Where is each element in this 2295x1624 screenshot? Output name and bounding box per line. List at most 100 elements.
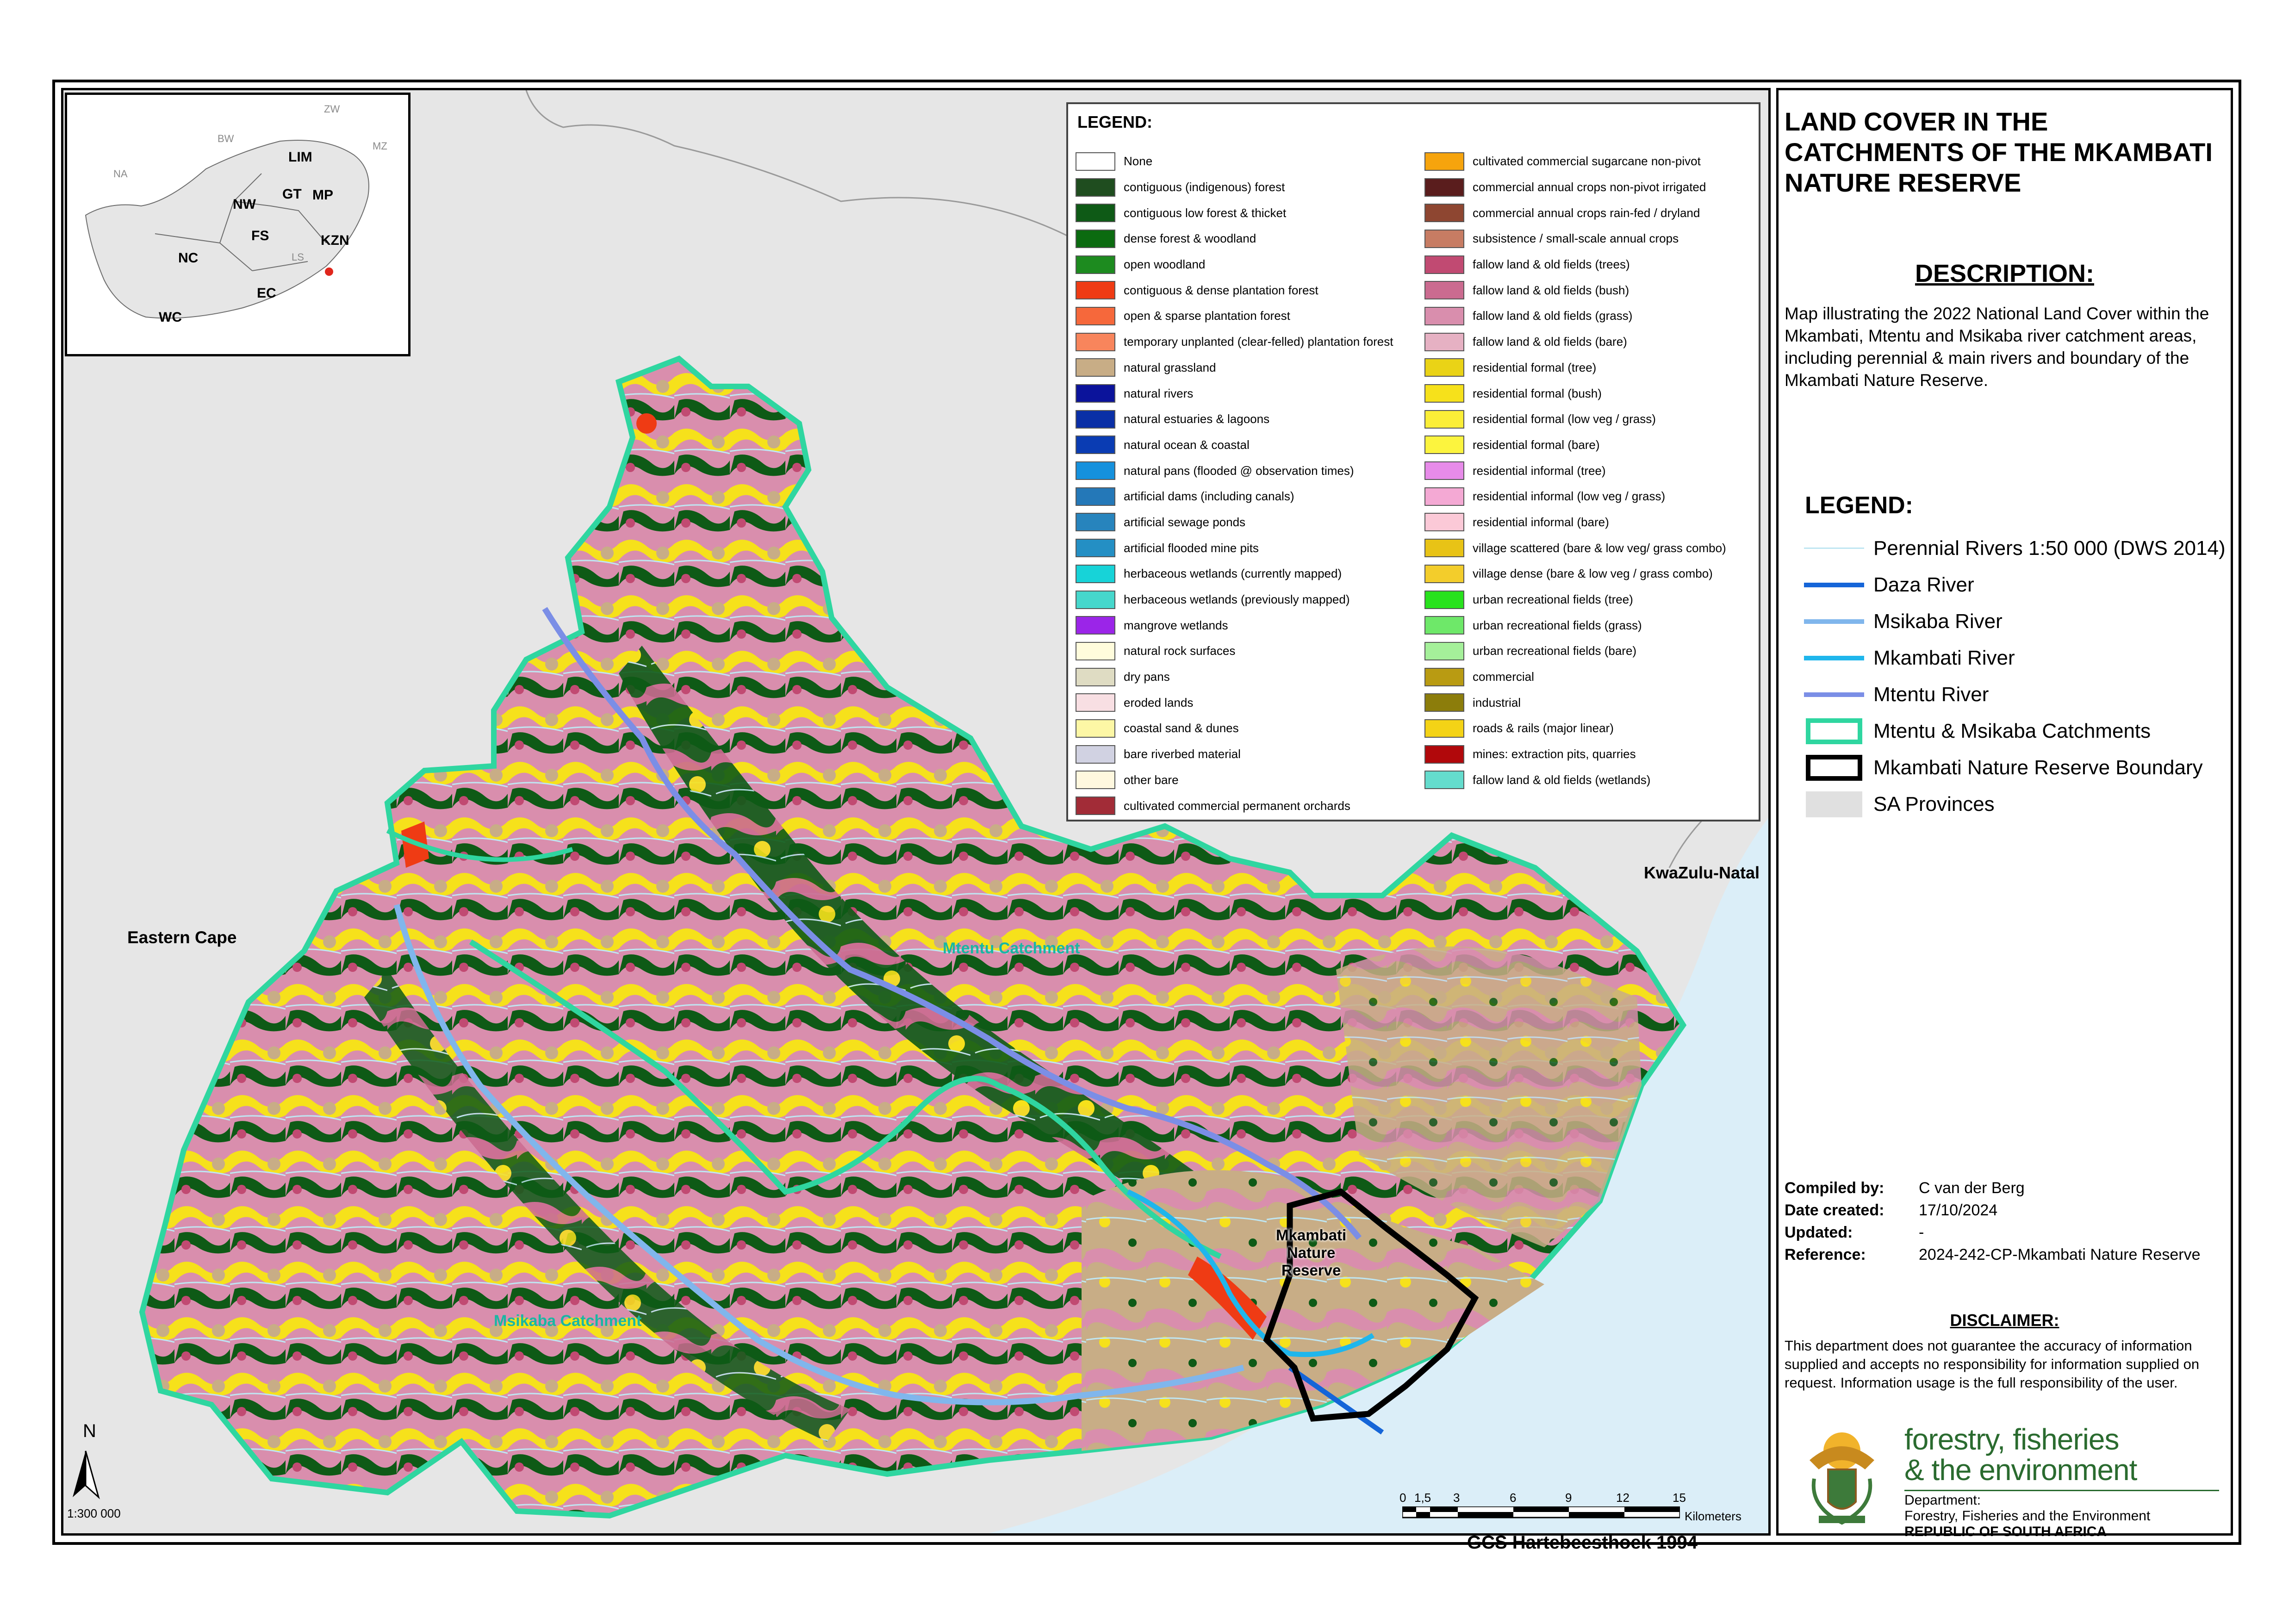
logo-dept-label: Department: bbox=[1904, 1493, 1981, 1508]
legend-swatch bbox=[1424, 436, 1464, 454]
legend-swatch bbox=[1076, 719, 1115, 738]
legend-label: residential informal (bare) bbox=[1473, 515, 1609, 529]
map-canvas bbox=[73, 90, 1768, 1533]
legend-swatch bbox=[1076, 229, 1115, 248]
feature-legend-label: Mkambati Nature Reserve Boundary bbox=[1873, 756, 2203, 779]
legend-label: roads & rails (major linear) bbox=[1473, 721, 1614, 735]
legend-label: contiguous (indigenous) forest bbox=[1124, 180, 1285, 194]
legend-entry: residential informal (bare) bbox=[1424, 510, 1726, 535]
legend-entry: herbaceous wetlands (currently mapped) bbox=[1076, 561, 1393, 587]
legend-entry: natural rivers bbox=[1076, 380, 1393, 406]
legend-label: artificial dams (including canals) bbox=[1124, 489, 1294, 504]
feature-legend-entry: Mtentu River bbox=[1804, 678, 1989, 711]
coat-of-arms-icon bbox=[1810, 1432, 1874, 1525]
legend-swatch bbox=[1076, 487, 1115, 506]
feature-legend-label: Daza River bbox=[1873, 573, 1974, 596]
ocean-area bbox=[989, 818, 1768, 1533]
legend-swatch bbox=[1424, 719, 1464, 738]
legend-entry: mines: extraction pits, quarries bbox=[1424, 741, 1726, 767]
inset-label: FS bbox=[251, 228, 269, 243]
legend-swatch bbox=[1076, 306, 1115, 325]
legend-label: natural grassland bbox=[1124, 360, 1216, 374]
legend-label: mines: extraction pits, quarries bbox=[1473, 747, 1636, 761]
feature-legend-label: Perennial Rivers 1:50 000 (DWS 2014) bbox=[1873, 537, 2226, 560]
inset-canvas bbox=[67, 95, 408, 354]
metadata-key: Reference: bbox=[1785, 1246, 1866, 1263]
legend-swatch bbox=[1076, 281, 1115, 300]
scale-ratio: 1:300 000 bbox=[67, 1506, 121, 1520]
legend-label: fallow land & old fields (bare) bbox=[1473, 335, 1627, 349]
legend-swatch bbox=[1424, 693, 1464, 712]
land-cover-legend-title: LEGEND: bbox=[1077, 112, 1152, 131]
legend-label: mangrove wetlands bbox=[1124, 618, 1228, 632]
description-text: Map illustrating the 2022 National Land … bbox=[1785, 304, 2209, 390]
scale-tick: 3 bbox=[1453, 1491, 1460, 1505]
metadata-key: Updated: bbox=[1785, 1224, 1853, 1241]
reserve-boundary bbox=[1263, 1188, 1479, 1422]
legend-swatch bbox=[1076, 461, 1115, 480]
feature-legend-label: Msikaba River bbox=[1873, 610, 2003, 633]
south-africa-shape bbox=[85, 140, 369, 319]
legend-swatch bbox=[1424, 745, 1464, 764]
legend-swatch bbox=[1076, 410, 1115, 429]
legend-label: contiguous & dense plantation forest bbox=[1124, 283, 1319, 297]
legend-label: cultivated commercial permanent orchards bbox=[1124, 798, 1350, 813]
legend-label: contiguous low forest & thicket bbox=[1124, 205, 1287, 220]
legend-swatch bbox=[1424, 564, 1464, 583]
legend-entry: cultivated commercial permanent orchards bbox=[1076, 793, 1393, 819]
legend-entry: residential informal (tree) bbox=[1424, 458, 1726, 484]
legend-swatch bbox=[1076, 641, 1115, 660]
inset-label: EC bbox=[257, 286, 276, 301]
legend-label: coastal sand & dunes bbox=[1124, 721, 1239, 735]
land-cover-legend: LEGEND: None contiguous (indigenous) fore… bbox=[1066, 102, 1760, 821]
legend-label: commercial bbox=[1473, 670, 1534, 684]
logo-divider bbox=[1904, 1490, 2219, 1491]
legend-swatch bbox=[1424, 281, 1464, 300]
legend-entry: residential formal (low veg / grass) bbox=[1424, 406, 1726, 432]
legend-label: residential informal (tree) bbox=[1473, 463, 1606, 478]
legend-label: industrial bbox=[1473, 695, 1521, 709]
legend-entry: other bare bbox=[1076, 767, 1393, 793]
legend-label: commercial annual crops non-pivot irriga… bbox=[1473, 180, 1706, 194]
north-label: N bbox=[83, 1421, 96, 1441]
legend-swatch bbox=[1076, 667, 1115, 686]
projection-label: GCS Hartebeesthoek 1994 bbox=[1467, 1532, 1698, 1553]
feature-legend-heading: LEGEND: bbox=[1805, 492, 1913, 519]
mkambati-river bbox=[1126, 1189, 1375, 1357]
daza-river bbox=[1288, 1365, 1384, 1435]
legend-swatch bbox=[1076, 384, 1115, 403]
legend-swatch bbox=[1424, 152, 1464, 171]
legend-entry: commercial annual crops rain-fed / dryla… bbox=[1424, 200, 1726, 226]
msikaba-catchment-label: Msikaba Catchment bbox=[494, 1312, 642, 1330]
legend-swatch bbox=[1424, 487, 1464, 506]
feature-legend-label: Mtentu River bbox=[1873, 683, 1989, 706]
legend-label: eroded lands bbox=[1124, 695, 1194, 709]
forest-corridor bbox=[364, 970, 850, 1442]
catchment-divide bbox=[469, 939, 1222, 1259]
legend-label: residential formal (bush) bbox=[1473, 386, 1602, 400]
legend-entry: subsistence / small-scale annual crops bbox=[1424, 226, 1726, 252]
catchment-divide bbox=[386, 828, 573, 862]
legend-label: natural rivers bbox=[1124, 386, 1194, 400]
legend-label: fallow land & old fields (trees) bbox=[1473, 257, 1630, 272]
legend-entry: eroded lands bbox=[1076, 690, 1393, 716]
legend-swatch bbox=[1076, 152, 1115, 171]
logo-dept-name: Forestry, Fisheries and the Environment bbox=[1904, 1508, 2151, 1524]
legend-entry: natural ocean & coastal bbox=[1076, 432, 1393, 458]
legend-swatch bbox=[1076, 332, 1115, 351]
legend-label: residential formal (bare) bbox=[1473, 437, 1600, 452]
mtentu-river bbox=[542, 607, 1362, 1240]
main-map: Eastern Cape KwaZulu-Natal Mtentu Catchm… bbox=[61, 88, 1771, 1536]
scale-tick: 15 bbox=[1673, 1491, 1686, 1505]
legend-label: natural rock surfaces bbox=[1124, 644, 1236, 658]
legend-entry: cultivated commercial sugarcane non-pivo… bbox=[1424, 149, 1726, 174]
legend-swatch bbox=[1424, 771, 1464, 790]
metadata-key: Date created: bbox=[1785, 1201, 1885, 1219]
legend-entry: open & sparse plantation forest bbox=[1076, 303, 1393, 329]
study-area-marker bbox=[325, 268, 333, 276]
legend-entry: herbaceous wetlands (previously mapped) bbox=[1076, 587, 1393, 613]
legend-swatch bbox=[1424, 410, 1464, 429]
legend-label: fallow land & old fields (wetlands) bbox=[1473, 772, 1651, 787]
inset-label: NW bbox=[233, 197, 256, 212]
legend-entry: natural rock surfaces bbox=[1076, 638, 1393, 664]
